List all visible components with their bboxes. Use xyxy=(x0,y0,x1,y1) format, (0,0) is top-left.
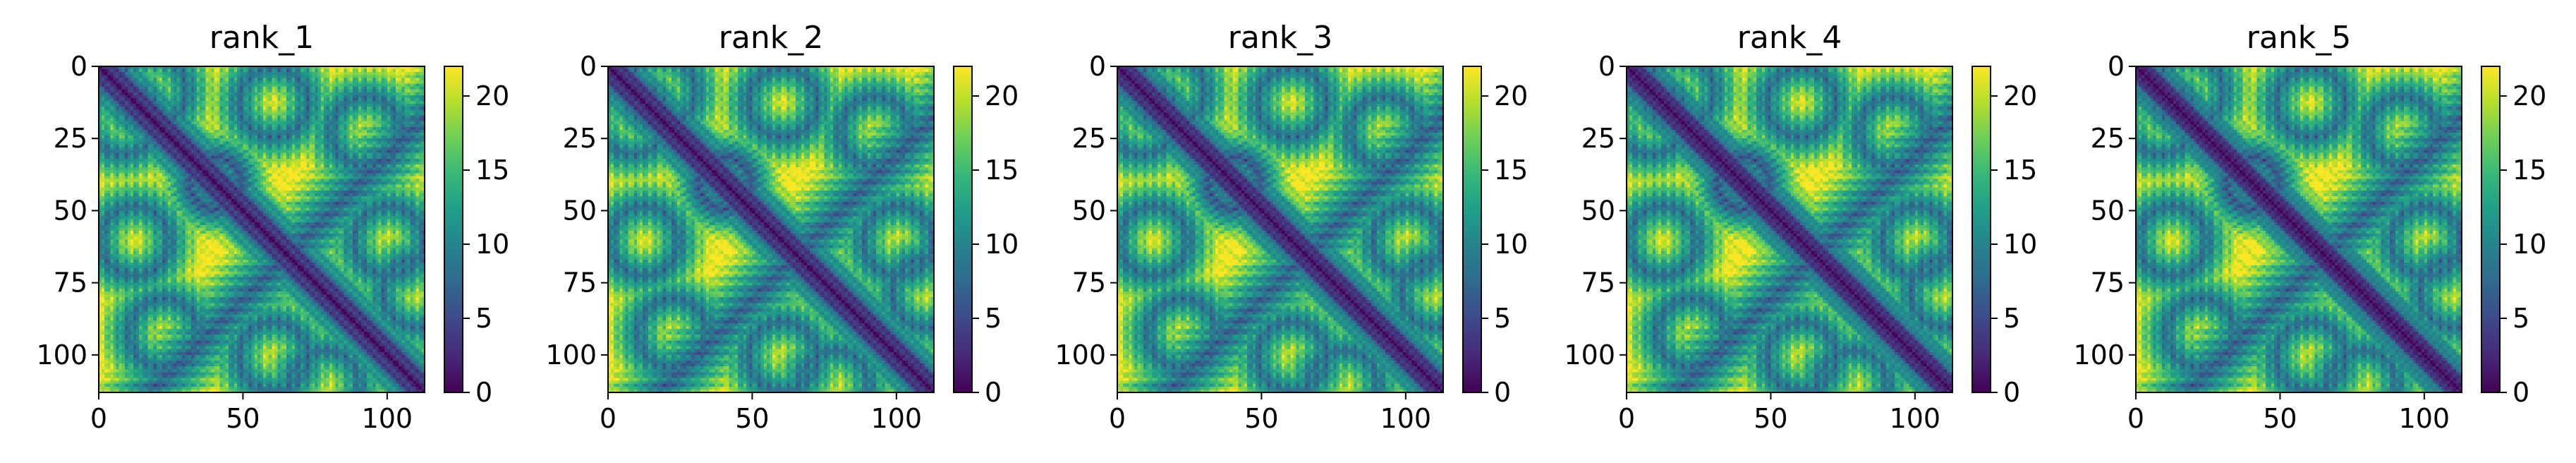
panel-title: rank_2 xyxy=(719,20,823,56)
panel-5: rank_5 0 50 100 0 25 50 75 100 0 5 10 15 20 xyxy=(2073,20,2546,434)
colorbar-tick-label: 20 xyxy=(1494,80,1528,112)
colorbar-tick-label: 15 xyxy=(1494,155,1528,186)
panel-2: rank_2 0 50 100 0 25 50 75 100 0 5 10 15 20 xyxy=(545,20,1019,434)
y-tick-label: 0 xyxy=(2108,51,2125,82)
panel-title: rank_1 xyxy=(209,20,314,56)
colorbar-tick-label: 5 xyxy=(2003,303,2020,334)
panel-1: rank_1 0 50 100 0 25 50 75 100 0 5 10 15 20 xyxy=(36,20,509,434)
colorbar-tick-label: 0 xyxy=(985,377,1002,408)
x-tick-label: 0 xyxy=(2127,403,2144,434)
y-tick-label: 75 xyxy=(2091,267,2125,299)
colorbar-tick-label: 20 xyxy=(985,80,1019,112)
x-tick-label: 0 xyxy=(1109,403,1126,434)
colorbar-tick-label: 5 xyxy=(985,303,1002,334)
colorbar-tick-label: 5 xyxy=(475,303,492,334)
x-tick-label: 100 xyxy=(362,403,413,434)
axes-frame xyxy=(2135,66,2462,393)
axes-frame xyxy=(1626,66,1953,393)
colorbar-tick-label: 20 xyxy=(475,80,509,112)
axes-frame xyxy=(98,66,425,393)
y-tick-label: 50 xyxy=(54,195,87,226)
y-tick-label: 100 xyxy=(36,339,87,371)
y-tick-label: 25 xyxy=(1581,123,1615,154)
y-tick-label: 25 xyxy=(54,123,87,154)
colorbar-tick-label: 5 xyxy=(2513,303,2529,334)
colorbar-tick-label: 5 xyxy=(1494,303,1511,334)
x-tick-label: 100 xyxy=(1380,403,1432,434)
panel-title: rank_5 xyxy=(2247,20,2351,56)
x-tick-label: 50 xyxy=(1244,403,1278,434)
y-tick-label: 50 xyxy=(563,195,597,226)
colorbar xyxy=(444,66,463,393)
y-tick-label: 100 xyxy=(1564,339,1615,371)
y-tick-label: 25 xyxy=(2091,123,2125,154)
colorbar-tick-label: 0 xyxy=(2513,377,2529,408)
y-tick-label: 0 xyxy=(1598,51,1615,82)
heatmap-image xyxy=(2136,66,2462,392)
colorbar-tick-label: 15 xyxy=(985,155,1019,186)
y-tick-label: 0 xyxy=(1089,51,1106,82)
colorbar-tick-label: 15 xyxy=(2513,155,2546,186)
y-tick-label: 75 xyxy=(563,267,597,299)
y-tick-label: 75 xyxy=(1072,267,1106,299)
colorbar xyxy=(953,66,973,393)
y-tick-label: 50 xyxy=(1581,195,1615,226)
x-tick-label: 100 xyxy=(871,403,923,434)
y-tick-label: 0 xyxy=(580,51,597,82)
axes-frame xyxy=(1117,66,1444,393)
colorbar-tick-label: 10 xyxy=(2003,229,2037,260)
y-tick-label: 100 xyxy=(2073,339,2125,371)
heatmap-image xyxy=(608,66,934,392)
panel-title: rank_4 xyxy=(1737,20,1842,56)
y-tick-label: 75 xyxy=(1581,267,1615,299)
x-tick-label: 50 xyxy=(226,403,260,434)
x-tick-label: 50 xyxy=(1754,403,1787,434)
colorbar xyxy=(2481,66,2501,393)
x-tick-label: 0 xyxy=(1618,403,1635,434)
x-tick-label: 50 xyxy=(2263,403,2297,434)
x-tick-label: 100 xyxy=(1890,403,1941,434)
y-tick-label: 100 xyxy=(545,339,597,371)
panel-title: rank_3 xyxy=(1228,20,1332,56)
colorbar-tick-label: 20 xyxy=(2513,80,2546,112)
colorbar-tick-label: 0 xyxy=(2003,377,2020,408)
colorbar-tick-label: 10 xyxy=(985,229,1019,260)
heatmap-image xyxy=(1117,66,1443,392)
colorbar-tick-label: 20 xyxy=(2003,80,2037,112)
colorbar-tick-label: 10 xyxy=(475,229,509,260)
y-tick-label: 0 xyxy=(71,51,87,82)
heatmap-image xyxy=(1627,66,1952,392)
colorbar xyxy=(1462,66,1482,393)
colorbar-tick-label: 10 xyxy=(1494,229,1528,260)
y-tick-label: 25 xyxy=(563,123,597,154)
colorbar-tick-label: 0 xyxy=(475,377,492,408)
colorbar xyxy=(1972,66,1991,393)
x-tick-label: 0 xyxy=(600,403,616,434)
colorbar-tick-label: 15 xyxy=(475,155,509,186)
y-tick-label: 75 xyxy=(54,267,87,299)
panel-4: rank_4 0 50 100 0 25 50 75 100 0 5 10 15 20 xyxy=(1564,20,2037,434)
x-tick-label: 0 xyxy=(90,403,107,434)
y-tick-label: 25 xyxy=(1072,123,1106,154)
colorbar-tick-label: 10 xyxy=(2513,229,2546,260)
x-tick-label: 50 xyxy=(735,403,769,434)
y-tick-label: 50 xyxy=(2091,195,2125,226)
y-tick-label: 50 xyxy=(1072,195,1106,226)
panel-3: rank_3 0 50 100 0 25 50 75 100 0 5 10 15 20 xyxy=(1055,20,1528,434)
colorbar-tick-label: 0 xyxy=(1494,377,1511,408)
x-tick-label: 100 xyxy=(2399,403,2450,434)
heatmap-image xyxy=(99,66,425,392)
colorbar-tick-label: 15 xyxy=(2003,155,2037,186)
axes-frame xyxy=(607,66,935,393)
y-tick-label: 100 xyxy=(1055,339,1106,371)
